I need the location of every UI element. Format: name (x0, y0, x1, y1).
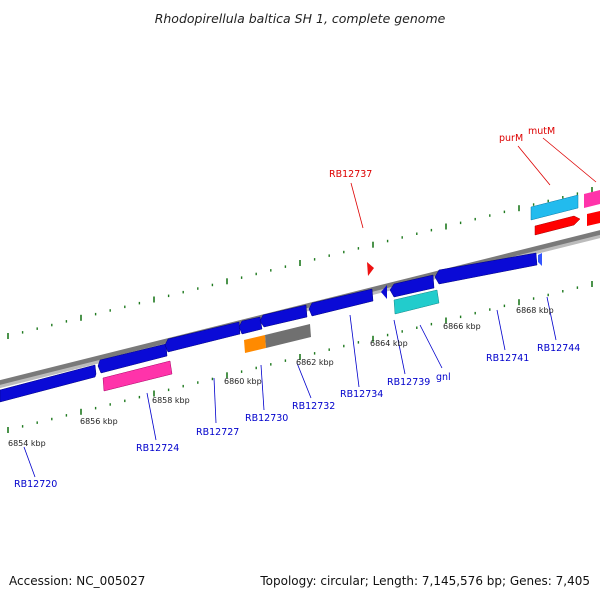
kbp-label: 6854 kbp (8, 439, 46, 448)
gene-label-gnl[interactable]: gnl (436, 372, 451, 383)
kbp-label: 6866 kbp (443, 322, 481, 331)
gene-label-RB12727[interactable]: RB12727 (196, 427, 239, 438)
gene-label-RB12732[interactable]: RB12732 (292, 401, 335, 412)
gene-label-RB12724[interactable]: RB12724 (136, 443, 179, 454)
gene-label-RB12737[interactable]: RB12737 (329, 169, 372, 180)
leader-RB12734 (349, 314, 360, 388)
feature-gnl[interactable] (393, 289, 440, 315)
leader-RB12732 (296, 362, 312, 399)
feature-RB12732[interactable] (308, 288, 374, 317)
leader-RB12744 (546, 296, 557, 341)
feature-RB12739[interactable] (389, 274, 435, 298)
leader-RB12739 (393, 319, 406, 375)
gene-label-purM[interactable]: purM (499, 133, 523, 144)
gene-label-RB12730[interactable]: RB12730 (245, 413, 288, 424)
leader-RB12737 (350, 182, 364, 229)
feature-RB12728[interactable] (238, 316, 263, 335)
genome-summary: Topology: circular; Length: 7,145,576 bp… (260, 574, 590, 588)
feature-purM-sky[interactable] (530, 194, 579, 221)
reverse-features (0, 252, 542, 403)
leader-gnl (419, 324, 443, 369)
leader-RB12730 (260, 364, 265, 411)
leader-RB12727 (213, 377, 217, 424)
kbp-label: 6858 kbp (152, 396, 190, 405)
leader-RB12724 (146, 392, 157, 441)
kbp-label: 6860 kbp (224, 377, 262, 386)
tick-row-bottom (7, 281, 593, 433)
gene-labels-bottom: RB12720 RB12724 RB12727 RB12730 RB12732 … (14, 343, 580, 490)
feature-RB12730-orange[interactable] (244, 335, 266, 353)
gene-label-mutM[interactable]: mutM (528, 126, 555, 137)
leader-purM (517, 145, 551, 186)
feature-RB12744[interactable] (538, 253, 542, 266)
feature-RB12737-marker[interactable] (367, 262, 374, 276)
gene-label-RB12720[interactable]: RB12720 (14, 479, 57, 490)
forward-features (367, 190, 600, 276)
kbp-label: 6868 kbp (516, 306, 554, 315)
kbp-label: 6862 kbp (296, 358, 334, 367)
feature-RB12730[interactable] (259, 304, 308, 328)
leader-RB12720 (23, 446, 36, 478)
gene-label-RB12744[interactable]: RB12744 (537, 343, 580, 354)
feature-mutM-red[interactable] (587, 211, 600, 226)
kbp-scale-labels: 6854 kbp 6856 kbp 6858 kbp 6860 kbp 6862… (8, 306, 554, 448)
feature-mutM-pink[interactable] (584, 190, 600, 208)
leader-RB12741 (496, 309, 506, 351)
gene-label-RB12741[interactable]: RB12741 (486, 353, 529, 364)
feature-RB12724[interactable] (97, 343, 168, 374)
feature-RB12720[interactable] (0, 364, 97, 403)
map-title: Rhodopirellula baltica SH 1, complete ge… (155, 11, 446, 26)
kbp-label: 6864 kbp (370, 339, 408, 348)
feature-RB12741[interactable] (434, 252, 538, 285)
feature-RB12727[interactable] (164, 321, 241, 353)
gene-label-RB12734[interactable]: RB12734 (340, 389, 383, 400)
gene-labels-top: RB12737 purM mutM (329, 126, 555, 180)
kbp-label: 6856 kbp (80, 417, 118, 426)
feature-RB12734[interactable] (381, 285, 387, 299)
feature-RB12730-gray[interactable] (265, 324, 311, 348)
leader-lines (23, 137, 597, 478)
feature-purM-red[interactable] (534, 215, 581, 236)
accession-label: Accession: NC_005027 (9, 574, 146, 588)
feature-RB12724-rna[interactable] (102, 360, 173, 392)
gene-label-RB12739[interactable]: RB12739 (387, 377, 430, 388)
leader-mutM (542, 137, 597, 183)
